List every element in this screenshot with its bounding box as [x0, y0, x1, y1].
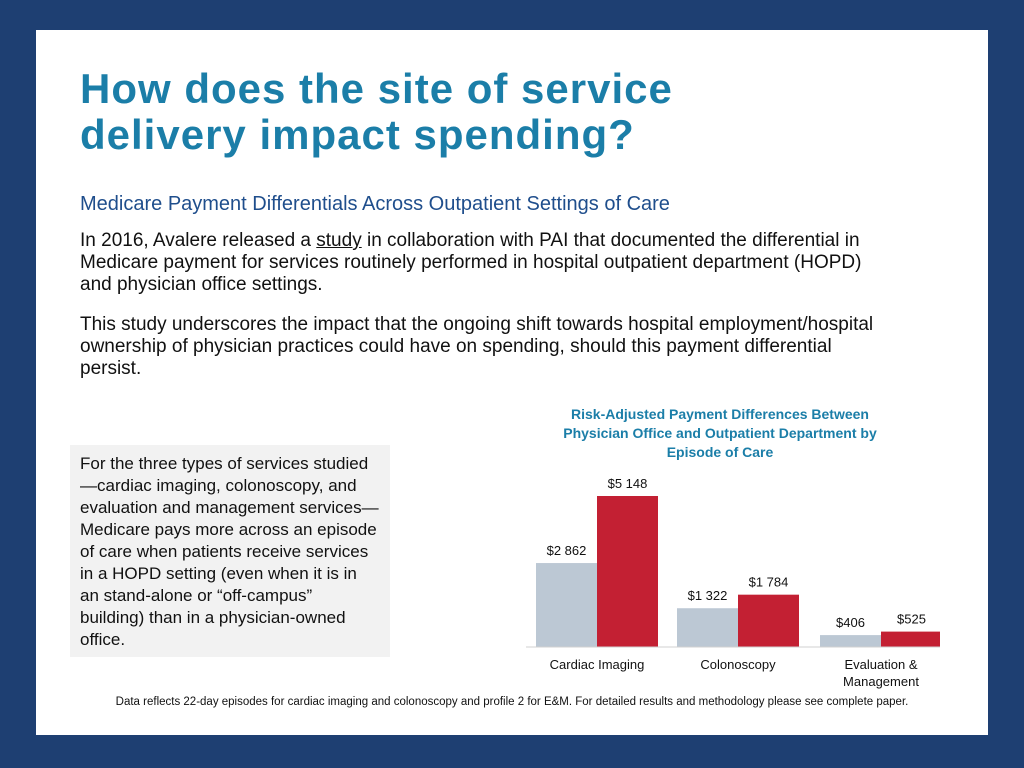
bar [597, 496, 658, 647]
footnote: Data reflects 22-day episodes for cardia… [115, 696, 909, 708]
value-label: $5 148 [608, 476, 648, 491]
text: in collaboration with PAI that documente… [80, 230, 862, 295]
bar [881, 631, 942, 647]
title: How does the site of service delivery im… [80, 65, 673, 158]
bar [536, 563, 597, 647]
paragraph: In 2016, Avalere released a study in col… [80, 230, 880, 296]
panel: How does the site of service delivery im… [36, 30, 988, 735]
callout: For the three types of services studied—… [70, 445, 390, 657]
bar [820, 635, 881, 647]
chart-title: Risk-Adjusted Payment Differences Betwee… [563, 406, 877, 460]
subtitle: Medicare Payment Differentials Across Ou… [80, 193, 670, 215]
bar [738, 594, 799, 647]
bar [677, 608, 738, 647]
paragraph: This study underscores the impact that t… [80, 314, 874, 379]
link[interactable]: study [316, 230, 362, 251]
value-label: $1 784 [749, 575, 789, 590]
value-label: $2 862 [547, 543, 587, 558]
chart: Risk-Adjusted Payment Differences Betwee… [480, 395, 952, 701]
x-tick-label: Evaluation & Management [843, 657, 919, 689]
x-tick-label: Cardiac Imaging [549, 657, 645, 672]
text: In 2016, Avalere released a [80, 230, 317, 251]
value-label: $525 [897, 612, 926, 627]
x-tick-label: Colonoscopy [700, 657, 776, 672]
value-label: $406 [836, 615, 865, 630]
value-label: $1 322 [688, 588, 728, 603]
